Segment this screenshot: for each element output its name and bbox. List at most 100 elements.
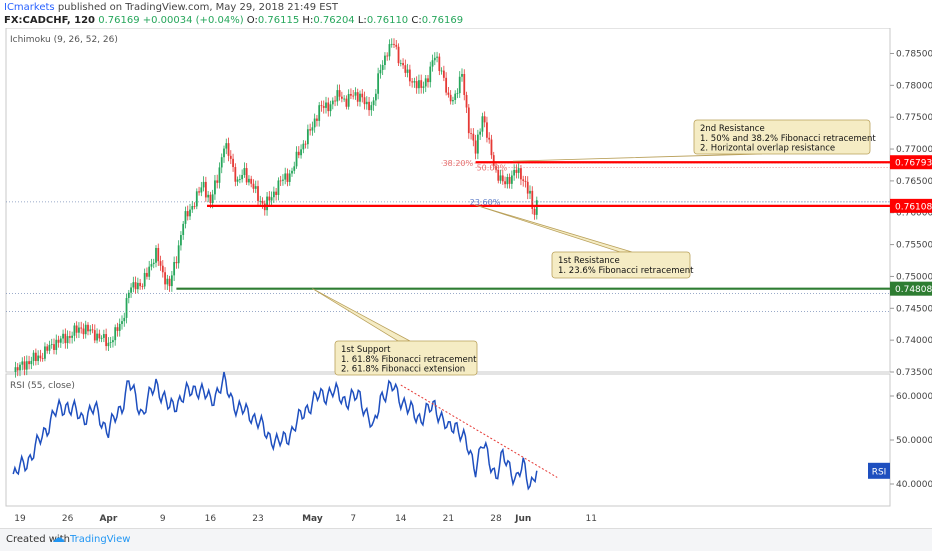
callout-title: 1st Resistance — [558, 256, 620, 266]
author-link[interactable]: ICmarkets — [4, 2, 55, 13]
rsi-current-label: RSI — [872, 467, 887, 477]
candle-body — [78, 327, 80, 333]
candle-body — [55, 339, 58, 350]
candle-body — [350, 93, 352, 96]
candle-body — [16, 367, 19, 371]
candle-body — [340, 96, 343, 99]
candle-body — [282, 179, 284, 181]
candle-body — [152, 262, 155, 265]
price-tick-label: 0.74000 — [896, 336, 932, 346]
candle-body — [96, 333, 98, 341]
tradingview-link[interactable]: TradingView — [70, 534, 131, 545]
candle-body — [123, 317, 126, 322]
candle-body — [433, 57, 436, 61]
candle-body — [429, 66, 432, 83]
candle-body — [467, 107, 470, 134]
candle-body — [209, 194, 212, 204]
candle-body — [241, 174, 244, 180]
candle-body — [211, 194, 214, 204]
candle-body — [182, 223, 185, 236]
candle-body — [293, 166, 296, 171]
candle-body — [529, 190, 531, 194]
candle-body — [98, 333, 101, 339]
tradingview-cloud-icon: ☁ — [52, 531, 65, 546]
candle-body — [336, 90, 339, 102]
candle-body — [377, 73, 380, 94]
candle-body — [141, 286, 144, 287]
high-value: 0.76204 — [313, 15, 355, 26]
candle-body — [180, 235, 182, 246]
candle-body — [372, 100, 375, 106]
candle-body — [313, 118, 316, 128]
candle-body — [347, 93, 350, 107]
candle-body — [297, 151, 300, 156]
candle-body — [186, 211, 189, 217]
price-tick-label: 0.76500 — [896, 177, 932, 187]
candle-body — [146, 272, 148, 277]
candle-body — [134, 282, 137, 290]
candle-body — [284, 173, 287, 180]
candle-body — [381, 65, 384, 70]
candle-body — [488, 137, 491, 140]
candle-body — [306, 129, 309, 145]
callout-title: 1st Support — [341, 345, 391, 355]
candle-body — [526, 181, 529, 194]
candle-body — [168, 278, 171, 287]
candle-body — [486, 122, 488, 138]
price-change: +0.00034 (+0.04%) — [142, 15, 244, 26]
candle-body — [424, 78, 427, 87]
candle-body — [490, 139, 493, 156]
candle-body — [533, 208, 536, 215]
candle-body — [522, 179, 525, 181]
candle-body — [524, 180, 527, 182]
open-value: 0.76115 — [257, 15, 300, 26]
rsi-tick-label: 60.0000 — [896, 392, 932, 402]
callout-box — [334, 340, 478, 376]
open-label: O: — [246, 15, 258, 26]
price-pane — [5, 28, 891, 373]
candle-body — [204, 181, 207, 198]
candle-body — [232, 158, 234, 168]
candle-body — [302, 143, 305, 150]
candle-body — [277, 180, 280, 195]
candle-body — [291, 170, 293, 174]
candle-body — [501, 175, 504, 182]
candle-body — [100, 337, 103, 339]
price-chart[interactable]: 0.78500 0.78000 0.77500 0.77000 0.76500 0.760… — [0, 28, 932, 528]
candle-body — [23, 361, 26, 370]
published-text: published on TradingView.com, May 29, 20… — [57, 2, 339, 13]
candle-body — [216, 180, 219, 183]
candle-body — [46, 346, 49, 351]
candle-body — [345, 98, 348, 107]
rsi-tick-label: 50.0000 — [896, 436, 932, 446]
symbol-name: FX:CADCHF, 120 — [4, 15, 96, 26]
candle-body — [157, 247, 160, 262]
candle-body — [112, 340, 114, 343]
candle-body — [105, 334, 108, 347]
last-price: 0.76169 — [98, 15, 140, 26]
candle-body — [386, 55, 389, 57]
close-label: C: — [411, 15, 422, 26]
candle-body — [121, 321, 123, 324]
candle-body — [143, 272, 146, 287]
candle-body — [93, 330, 96, 341]
candle-body — [177, 245, 180, 264]
callout-line: 2. Horizontal overlap resistance — [700, 144, 835, 154]
candle-body — [234, 167, 237, 182]
candle-body — [225, 143, 228, 149]
candle-body — [458, 76, 461, 94]
candle-body — [413, 81, 416, 83]
candle-body — [470, 133, 472, 134]
candle-body — [270, 197, 273, 201]
candle-body — [418, 80, 420, 89]
candle-body — [393, 43, 395, 45]
candle-body — [384, 55, 386, 66]
callout-box — [551, 251, 691, 279]
candle-body — [465, 94, 468, 108]
candle-body — [37, 355, 40, 362]
candle-body — [243, 168, 246, 175]
candle-body — [399, 63, 402, 64]
candle-body — [275, 191, 278, 195]
candle-body — [25, 361, 28, 370]
